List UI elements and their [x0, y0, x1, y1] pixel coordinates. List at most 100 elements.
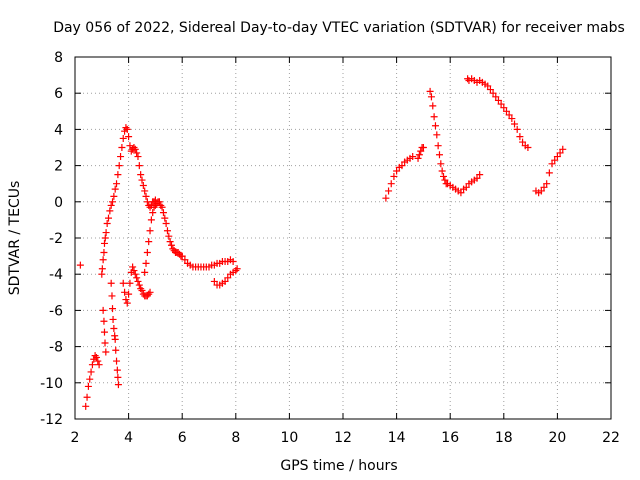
data-point — [417, 147, 425, 155]
series-arc-1 — [76, 261, 84, 269]
data-point — [492, 93, 500, 101]
data-point — [137, 171, 145, 179]
data-point — [149, 209, 157, 217]
data-point — [107, 279, 115, 287]
data-point — [134, 153, 142, 161]
data-point — [114, 381, 122, 389]
chart-title: Day 056 of 2022, Sidereal Day-to-day VTE… — [53, 20, 625, 36]
data-point — [508, 115, 516, 123]
data-point — [117, 153, 125, 161]
data-point — [434, 142, 442, 150]
data-point — [109, 315, 117, 323]
series-arc-11 — [426, 87, 484, 197]
data-point — [519, 138, 527, 146]
data-point — [143, 248, 151, 256]
data-point — [99, 256, 107, 264]
x-tick-label: 12 — [334, 430, 352, 446]
data-point — [387, 180, 395, 188]
data-point — [88, 361, 96, 369]
data-point — [441, 176, 449, 184]
data-point — [102, 348, 110, 356]
y-tick-label: -10 — [40, 376, 63, 392]
series-arc-3 — [98, 124, 159, 278]
data-point — [121, 288, 129, 296]
series-arc-6 — [119, 263, 154, 307]
data-point — [511, 120, 519, 128]
data-point — [142, 259, 150, 267]
data-point — [210, 277, 218, 285]
y-tick-label: 0 — [54, 195, 63, 211]
data-point — [433, 131, 441, 139]
data-point — [233, 265, 241, 273]
y-tick-label: 8 — [54, 50, 63, 66]
data-point — [409, 153, 417, 161]
y-tick-label: -8 — [49, 340, 63, 356]
data-point — [141, 187, 149, 195]
data-point — [221, 277, 229, 285]
x-tick-label: 20 — [548, 430, 566, 446]
x-tick-label: 2 — [71, 430, 80, 446]
x-tick-label: 18 — [495, 430, 513, 446]
data-point — [114, 373, 122, 381]
data-point — [165, 232, 173, 240]
data-point — [138, 176, 146, 184]
data-point — [129, 263, 137, 271]
x-tick-label: 14 — [388, 430, 406, 446]
data-point — [145, 238, 153, 246]
series-arc-7 — [141, 198, 237, 276]
data-point — [106, 207, 114, 215]
data-point — [119, 134, 127, 142]
data-point — [123, 125, 131, 133]
data-point — [473, 174, 481, 182]
data-point — [133, 149, 141, 157]
data-point — [108, 292, 116, 300]
data-point — [76, 261, 84, 269]
data-point — [513, 125, 521, 133]
data-point — [111, 185, 119, 193]
data-point — [155, 198, 163, 206]
data-point — [146, 227, 154, 235]
data-point — [130, 267, 138, 275]
data-point — [398, 162, 406, 170]
data-point — [84, 382, 92, 390]
data-point — [98, 265, 106, 273]
y-tick-label: -2 — [49, 231, 63, 247]
data-point — [166, 238, 174, 246]
y-tick-label: -12 — [40, 412, 63, 428]
data-point — [540, 183, 548, 191]
data-point — [385, 187, 393, 195]
data-point — [110, 325, 118, 332]
data-points — [76, 75, 567, 410]
y-tick-label: -6 — [49, 303, 63, 319]
data-point — [430, 113, 438, 121]
data-point — [109, 198, 117, 206]
data-point — [125, 290, 133, 298]
y-tick-label: -4 — [49, 267, 63, 283]
series-arc-8 — [210, 265, 241, 289]
data-point — [112, 346, 120, 354]
data-point — [545, 169, 553, 177]
data-point — [414, 154, 422, 162]
data-point — [553, 153, 561, 161]
data-point — [131, 145, 139, 153]
data-point — [500, 104, 508, 112]
data-point — [113, 357, 121, 365]
data-point — [419, 144, 427, 151]
data-point — [393, 167, 401, 175]
x-tick-label: 10 — [280, 430, 298, 446]
series-arc-12 — [464, 75, 532, 151]
series-arc-10 — [414, 144, 427, 162]
data-point — [82, 402, 90, 410]
data-point — [94, 357, 102, 365]
data-point — [86, 375, 94, 383]
data-point — [556, 149, 564, 157]
data-point — [537, 187, 545, 195]
data-point — [139, 182, 147, 190]
data-point — [505, 111, 513, 119]
data-point — [135, 281, 143, 289]
data-point — [390, 172, 398, 180]
data-point — [559, 145, 567, 153]
data-point — [426, 87, 434, 95]
data-point — [100, 248, 108, 256]
